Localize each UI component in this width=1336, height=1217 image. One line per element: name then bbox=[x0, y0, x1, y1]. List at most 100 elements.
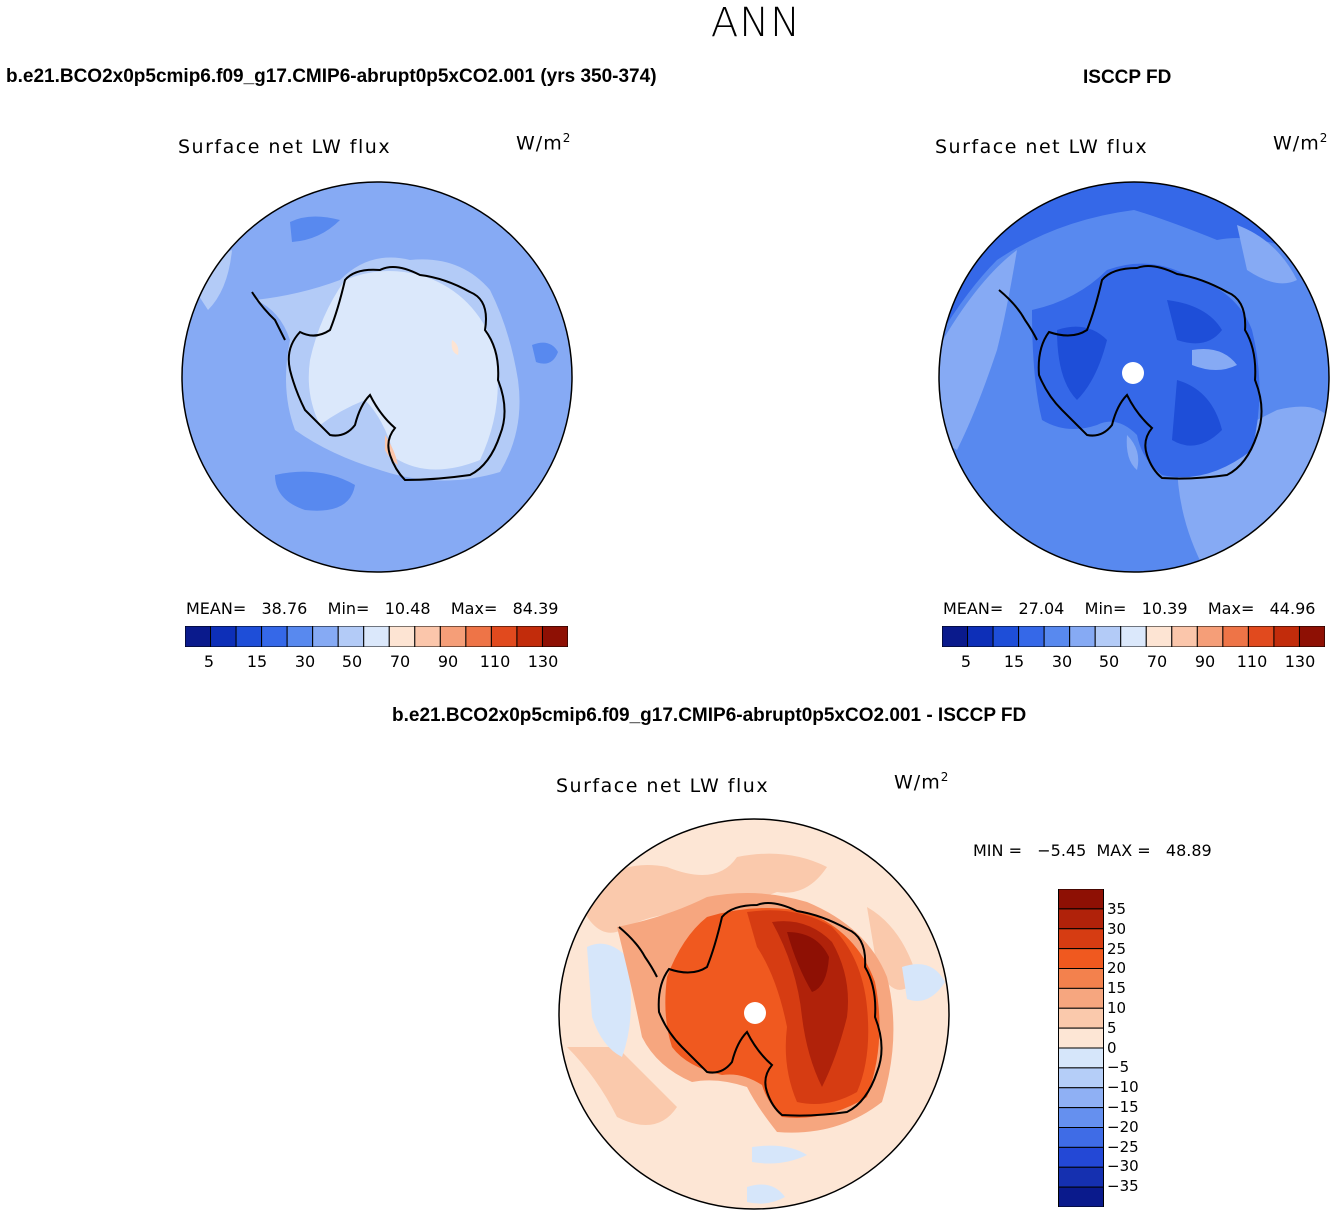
colorbar-swatch bbox=[286, 626, 314, 647]
diff-cool-patch bbox=[902, 964, 945, 1001]
diff-stats: MIN = −5.45 MAX = 48.89 bbox=[973, 841, 1212, 860]
obs-mean-value: 27.04 bbox=[1018, 599, 1065, 618]
diff-cbar-tick: 10 bbox=[1107, 999, 1127, 1017]
colorbar-swatch bbox=[1196, 626, 1224, 647]
colorbar-swatch bbox=[516, 626, 543, 647]
model-map-border bbox=[181, 181, 573, 573]
model-max-label: Max= bbox=[450, 599, 498, 618]
colorbar-swatch bbox=[388, 626, 416, 647]
obs-colorbar-ticks: 5 15 30 50 70 90 110 130 bbox=[942, 652, 1325, 672]
model-stats: MEAN= 38.76 Min= 10.48 Max= 84.39 bbox=[186, 599, 558, 618]
obs-cbar-tick: 70 bbox=[1146, 652, 1168, 671]
diff-variable-label: Surface net LW flux bbox=[556, 775, 770, 797]
colorbar-swatch bbox=[1058, 1166, 1104, 1188]
diff-cbar-tick: 20 bbox=[1107, 959, 1127, 977]
diff-units-exp: 2 bbox=[940, 770, 950, 784]
obs-map-border bbox=[938, 181, 1330, 573]
model-cbar-tick: 70 bbox=[389, 652, 411, 671]
model-cbar-tick: 15 bbox=[246, 652, 268, 671]
diff-cbar-tick: −35 bbox=[1107, 1177, 1139, 1195]
model-mid-patch bbox=[195, 250, 232, 310]
diff-max-label: MAX = bbox=[1096, 841, 1151, 860]
obs-mid-patch bbox=[1192, 349, 1237, 370]
diff-cbar-tick: −20 bbox=[1107, 1118, 1139, 1136]
model-coastline bbox=[287, 265, 506, 482]
obs-max-label: Max= bbox=[1207, 599, 1255, 618]
model-cbar-tick: 30 bbox=[294, 652, 316, 671]
colorbar-swatch bbox=[1069, 626, 1096, 647]
model-peninsula bbox=[251, 291, 286, 341]
diff-min-value: −5.45 bbox=[1037, 841, 1087, 860]
colorbar-swatch bbox=[490, 626, 518, 647]
obs-min-label: Min= bbox=[1084, 599, 1127, 618]
model-mean-label: MEAN= bbox=[186, 599, 247, 618]
obs-min-value: 10.39 bbox=[1141, 599, 1188, 618]
obs-coastline bbox=[1037, 265, 1263, 480]
colorbar-swatch bbox=[1058, 1067, 1104, 1089]
colorbar-swatch bbox=[1058, 1027, 1104, 1049]
colorbar-swatch bbox=[465, 626, 492, 647]
obs-mean-label: MEAN= bbox=[943, 599, 1004, 618]
model-polar-map bbox=[181, 181, 573, 573]
colorbar-swatch bbox=[1058, 968, 1104, 989]
diff-case-title: b.e21.BCO2x0p5cmip6.f09_g17.CMIP6-abrupt… bbox=[392, 705, 1027, 726]
colorbar-swatch bbox=[1058, 1127, 1104, 1148]
model-colorbar-ticks: 5 15 30 50 70 90 110 130 bbox=[185, 652, 568, 672]
obs-case-title: ISCCP FD bbox=[1083, 67, 1172, 88]
colorbar-swatch bbox=[1058, 1146, 1104, 1168]
colorbar-swatch bbox=[1058, 889, 1104, 910]
obs-cbar-tick: 15 bbox=[1003, 652, 1025, 671]
obs-max-value: 44.96 bbox=[1269, 599, 1316, 618]
obs-units-base: W/m bbox=[1273, 132, 1320, 155]
obs-units: W/m2 bbox=[1273, 131, 1328, 154]
colorbar-swatch bbox=[337, 626, 365, 647]
colorbar-swatch bbox=[185, 626, 212, 647]
model-cbar-tick: 5 bbox=[203, 652, 215, 671]
model-colorbar bbox=[185, 626, 568, 647]
colorbar-swatch bbox=[1058, 987, 1104, 1009]
colorbar-swatch bbox=[1273, 626, 1300, 647]
obs-polar-map bbox=[938, 181, 1330, 573]
model-low-patch bbox=[532, 342, 558, 364]
colorbar-swatch bbox=[1058, 948, 1104, 970]
colorbar-swatch bbox=[1043, 626, 1071, 647]
colorbar-swatch bbox=[967, 626, 994, 647]
obs-cbar-tick: 5 bbox=[960, 652, 972, 671]
colorbar-swatch bbox=[1058, 908, 1104, 930]
diff-peak-field bbox=[772, 921, 848, 1087]
colorbar-swatch bbox=[261, 626, 288, 647]
model-variable-label: Surface net LW flux bbox=[178, 136, 392, 158]
colorbar-swatch bbox=[363, 626, 390, 647]
diff-cbar-tick: −10 bbox=[1107, 1078, 1139, 1096]
model-cbar-tick: 130 bbox=[527, 652, 559, 671]
colorbar-swatch bbox=[541, 626, 568, 647]
colorbar-swatch bbox=[235, 626, 263, 647]
obs-mid-patch bbox=[939, 250, 1017, 450]
colorbar-swatch bbox=[1058, 1007, 1104, 1029]
model-low-patch bbox=[275, 471, 355, 511]
colorbar-swatch bbox=[210, 626, 237, 647]
diff-peninsula bbox=[618, 926, 658, 978]
diff-cbar-tick: 25 bbox=[1107, 940, 1127, 958]
obs-low-band bbox=[939, 182, 1329, 340]
model-cbar-tick: 50 bbox=[341, 652, 363, 671]
obs-cbar-tick: 50 bbox=[1098, 652, 1120, 671]
diff-cool-patch bbox=[587, 943, 631, 1057]
colorbar-swatch bbox=[1094, 626, 1122, 647]
diff-cbar-tick: −25 bbox=[1107, 1138, 1139, 1156]
model-min-label: Min= bbox=[327, 599, 370, 618]
diff-cbar-tick: 0 bbox=[1107, 1039, 1117, 1057]
model-low-patch bbox=[290, 216, 340, 242]
obs-cbar-tick: 110 bbox=[1236, 652, 1268, 671]
model-units: W/m2 bbox=[516, 131, 571, 154]
colorbar-swatch bbox=[1247, 626, 1275, 647]
diff-units-base: W/m bbox=[894, 771, 941, 794]
colorbar-swatch bbox=[439, 626, 467, 647]
model-units-exp: 2 bbox=[562, 131, 572, 145]
colorbar-swatch bbox=[1058, 928, 1104, 950]
diff-coastline bbox=[657, 902, 883, 1117]
model-cbar-tick: 110 bbox=[479, 652, 511, 671]
obs-colorbar bbox=[942, 626, 1325, 647]
diff-pole-hole bbox=[744, 1002, 766, 1024]
obs-low-patch bbox=[1167, 300, 1222, 344]
